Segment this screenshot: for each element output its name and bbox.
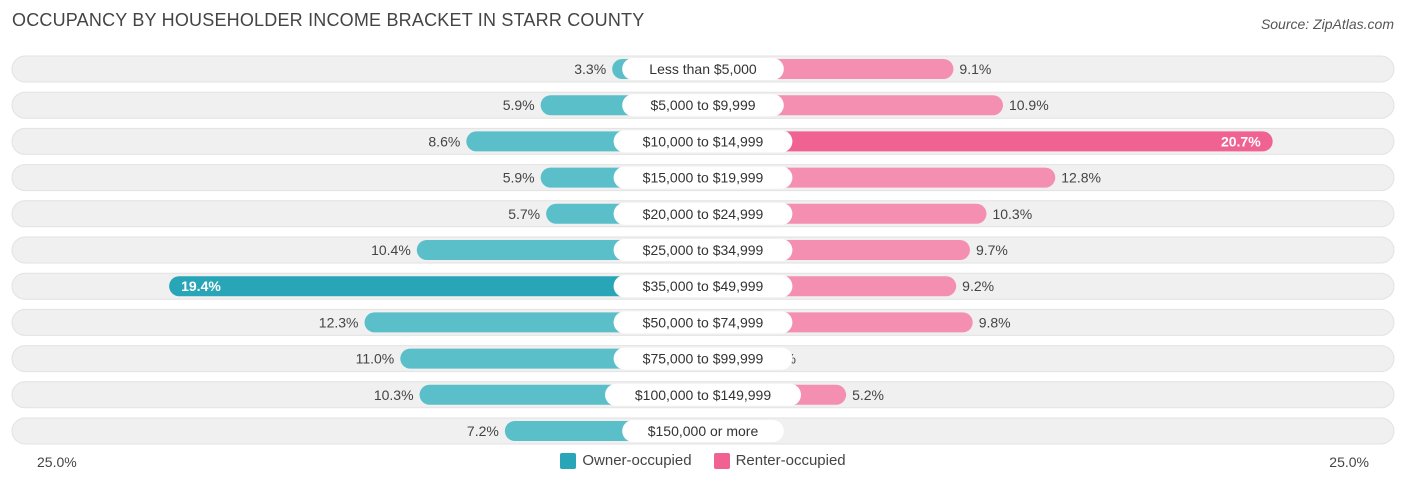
owner-bar: [169, 276, 703, 297]
category-label-bg: [613, 239, 793, 261]
category-label-bg: [622, 420, 784, 442]
owner-value-label: 12.3%: [319, 314, 359, 330]
legend: Owner-occupied Renter-occupied: [0, 452, 1406, 469]
renter-value-label: 10.9%: [1009, 97, 1049, 113]
legend-owner: Owner-occupied: [560, 452, 692, 469]
renter-value-label: 9.7%: [976, 242, 1008, 258]
category-label: $50,000 to $74,999: [643, 314, 764, 330]
owner-value-label: 5.9%: [503, 97, 535, 113]
renter-value-label: 20.7%: [1221, 133, 1261, 149]
owner-value-label: 10.4%: [371, 242, 411, 258]
renter-value-label: 5.2%: [852, 387, 884, 403]
category-label: $15,000 to $19,999: [643, 170, 764, 186]
renter-value-label: 9.8%: [979, 314, 1011, 330]
category-label: $20,000 to $24,999: [643, 206, 764, 222]
legend-renter: Renter-occupied: [713, 452, 846, 469]
owner-value-label: 11.0%: [356, 351, 395, 367]
legend-renter-swatch: [713, 452, 730, 469]
category-label-bg: [613, 166, 793, 189]
source-credit: Source: ZipAtlas.com: [1260, 16, 1394, 32]
owner-value-label: 3.3%: [574, 61, 606, 77]
legend-owner-swatch: [560, 452, 577, 469]
owner-value-label: 8.6%: [428, 133, 460, 149]
category-label-bg: [622, 94, 784, 117]
category-label-bg: [622, 58, 784, 80]
category-label: Less than $5,000: [649, 61, 757, 77]
owner-value-label: 10.3%: [374, 387, 414, 403]
renter-value-label: 9.2%: [962, 278, 994, 294]
category-label: $100,000 to $149,999: [635, 387, 771, 403]
category-label: $35,000 to $49,999: [643, 278, 764, 294]
owner-value-label: 19.4%: [181, 278, 221, 294]
category-label: $10,000 to $14,999: [643, 133, 764, 149]
axis-max-label: 25.0%: [1329, 454, 1369, 470]
renter-value-label: 9.1%: [959, 61, 991, 77]
category-label: $25,000 to $34,999: [643, 242, 764, 258]
legend-renter-label: Renter-occupied: [735, 452, 846, 469]
owner-value-label: 7.2%: [467, 423, 499, 439]
renter-value-label: 10.3%: [992, 206, 1032, 222]
category-label: $5,000 to $9,999: [650, 97, 755, 113]
renter-bar: [703, 131, 1273, 152]
axis-min-label: 25.0%: [37, 454, 77, 470]
renter-value-label: 12.8%: [1061, 170, 1101, 186]
category-label-bg: [613, 347, 793, 370]
category-label-bg: [613, 130, 793, 153]
owner-value-label: 5.9%: [503, 170, 535, 186]
category-label: $150,000 or more: [648, 423, 759, 439]
category-label-bg: [613, 202, 793, 225]
owner-value-label: 5.7%: [508, 206, 540, 222]
category-label-bg: [605, 383, 801, 406]
category-label-bg: [613, 275, 793, 298]
legend-owner-label: Owner-occupied: [582, 452, 692, 469]
chart-title: OCCUPANCY BY HOUSEHOLDER INCOME BRACKET …: [12, 10, 645, 30]
category-label: $75,000 to $99,999: [643, 351, 764, 367]
category-label-bg: [613, 311, 793, 334]
